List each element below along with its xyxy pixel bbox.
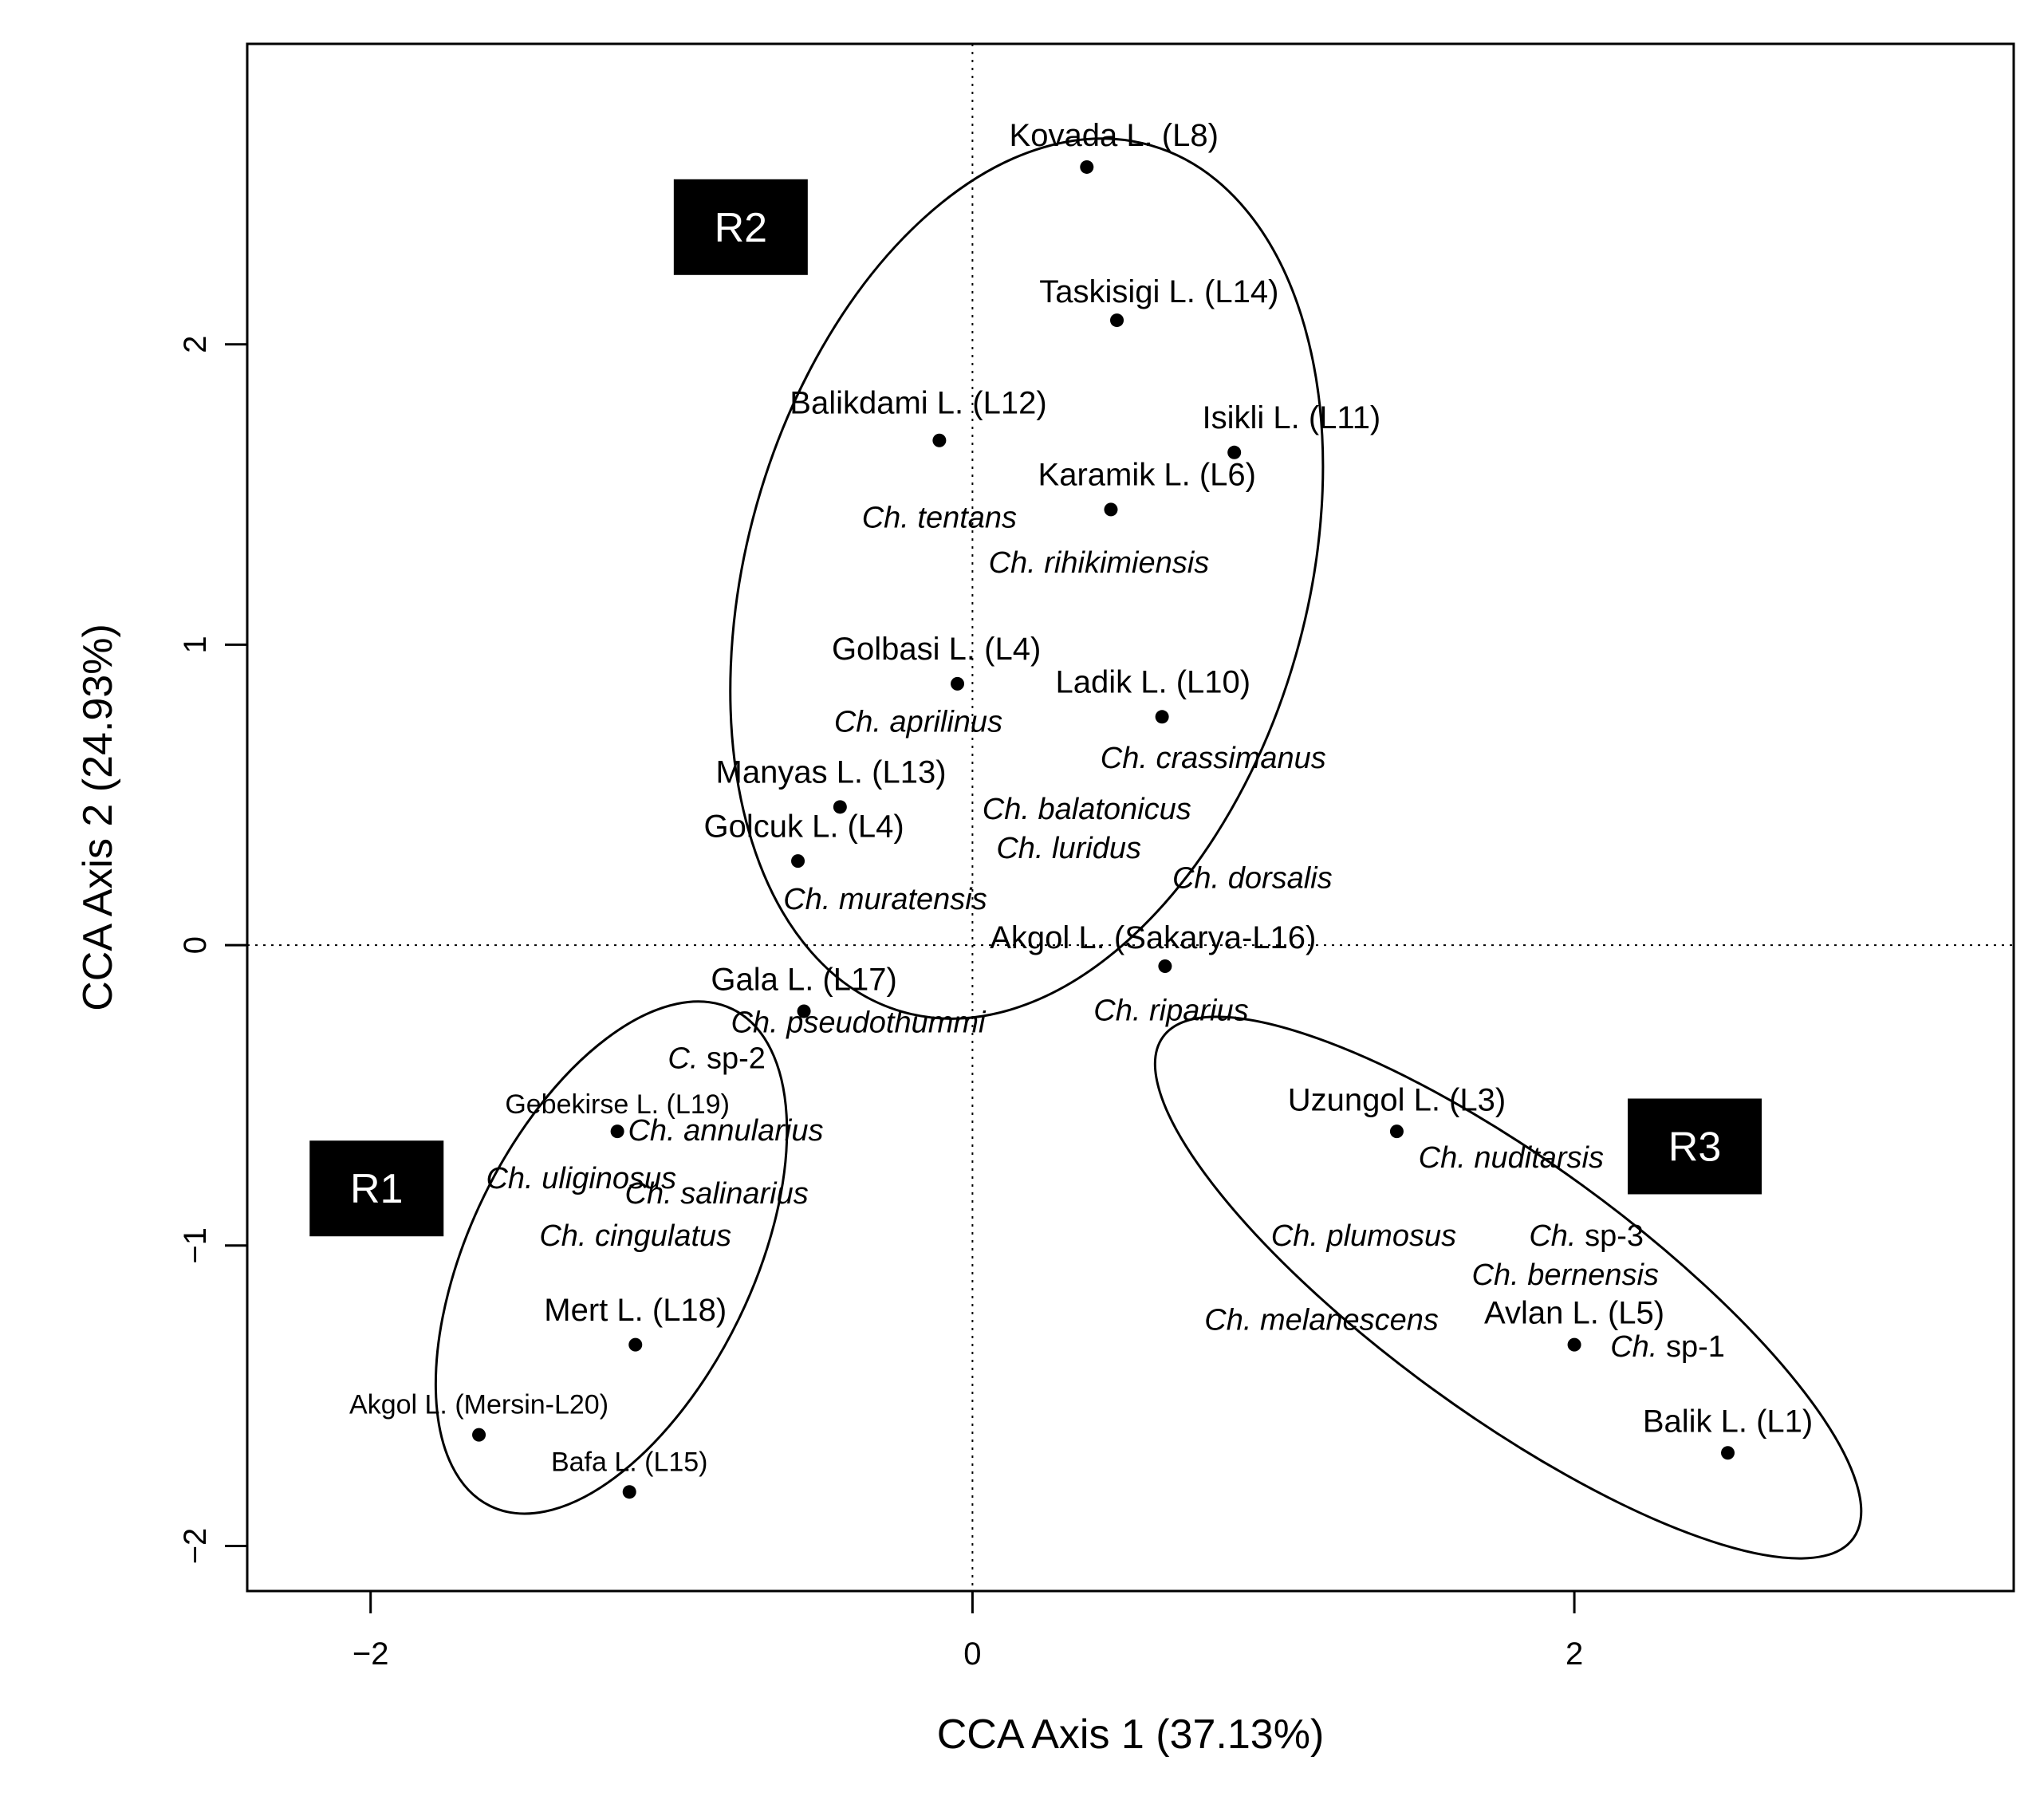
y-tick-label: 0	[178, 936, 213, 954]
species-label: Ch. muratensis	[783, 883, 987, 916]
species-label: Ch. dorsalis	[1172, 862, 1333, 896]
y-axis-title: CCA Axis 2 (24.93%)	[75, 624, 121, 1011]
region-box-r1	[309, 1140, 444, 1237]
site-point	[1389, 1124, 1404, 1139]
site-point	[1080, 160, 1094, 174]
site-label: Bafa L. (L15)	[551, 1447, 708, 1477]
y-tick-label: −1	[178, 1227, 213, 1264]
region-ellipse-r1	[434, 1000, 789, 1515]
region-ellipse-r2	[729, 137, 1325, 1020]
site-point	[797, 1004, 811, 1018]
site-point	[1721, 1446, 1735, 1460]
species-label: Ch. balatonicus	[983, 793, 1191, 826]
site-label: Balikdami L. (L12)	[790, 385, 1046, 420]
region-label: R2	[715, 205, 767, 251]
species-label: Ch. sp-3	[1529, 1219, 1644, 1253]
species-labels: Ch. tentans Ch. rihikimiensis Ch. aprilinu…	[486, 501, 1724, 1364]
site-point	[951, 676, 965, 691]
species-label: Ch. aprilinus	[834, 706, 1002, 739]
site-points	[472, 160, 1735, 1499]
site-label: Avlan L. (L5)	[1484, 1296, 1664, 1331]
site-label: Gala L. (L17)	[711, 963, 896, 998]
species-label: Ch. nuditarsis	[1419, 1141, 1604, 1175]
y-tick-label: 2	[178, 336, 213, 353]
site-point	[1104, 502, 1118, 517]
site-point	[833, 800, 847, 814]
site-label: Akgol L. (Sakarya-L16)	[990, 920, 1316, 955]
y-tick-label: 1	[178, 636, 213, 653]
site-label: Gebekirse L. (L19)	[505, 1089, 730, 1120]
site-point	[1110, 313, 1124, 328]
species-label: Ch. pseudothummi	[731, 1006, 987, 1039]
site-point	[610, 1124, 624, 1139]
x-tick-label: 2	[1565, 1636, 1583, 1672]
region-label: R1	[350, 1166, 403, 1212]
site-point	[1567, 1337, 1581, 1352]
site-labels: Kovada L. (L8) Taskisigi L. (L14) Balikdam…	[349, 118, 1813, 1477]
axes: −2 0 2 −2 −1 0 1 2	[178, 336, 1583, 1672]
site-label: Golcuk L. (L4)	[703, 809, 904, 844]
site-label: Taskisigi L. (L14)	[1039, 274, 1278, 309]
species-label: Ch. luridus	[996, 832, 1141, 865]
region-boxes: R1 R2 R3	[309, 179, 1762, 1237]
species-label: Ch. crassimanus	[1101, 742, 1326, 775]
region-box-r2	[673, 179, 808, 275]
site-point	[1155, 710, 1169, 724]
region-ellipse-r3	[1153, 1015, 1863, 1560]
species-label: Ch. annularius	[628, 1114, 823, 1148]
site-label: Golbasi L. (L4)	[832, 632, 1041, 667]
site-label: Akgol L. (Mersin-L20)	[349, 1390, 608, 1420]
species-label: Ch. melanescens	[1204, 1303, 1439, 1337]
site-point	[1227, 445, 1242, 459]
species-label: Ch. plumosus	[1271, 1219, 1456, 1253]
x-axis-title: CCA Axis 1 (37.13%)	[937, 1711, 1325, 1758]
species-label: Ch. sp-1	[1610, 1330, 1725, 1364]
x-tick-label: −2	[352, 1636, 389, 1672]
site-point	[932, 433, 947, 447]
site-label: Uzungol L. (L3)	[1288, 1082, 1506, 1117]
site-label: Manyas L. (L13)	[716, 755, 947, 790]
site-label: Balik L. (L1)	[1643, 1404, 1813, 1439]
species-label: C. sp-2	[668, 1042, 765, 1076]
site-label: Ladik L. (L10)	[1056, 665, 1251, 700]
site-point	[472, 1428, 486, 1442]
region-label: R3	[1668, 1124, 1721, 1170]
species-label: Ch. rihikimiensis	[989, 546, 1210, 580]
region-ellipses	[434, 137, 1863, 1560]
species-label: Ch. salinarius	[625, 1177, 809, 1211]
site-label: Karamik L. (L6)	[1038, 458, 1256, 493]
species-label: Ch. uliginosus	[486, 1162, 676, 1195]
y-tick-label: −2	[178, 1528, 213, 1565]
site-label: Isikli L. (L11)	[1202, 400, 1380, 435]
x-tick-label: 0	[963, 1636, 981, 1672]
species-label: Ch. riparius	[1093, 994, 1248, 1027]
site-point	[791, 854, 805, 868]
site-label: Kovada L. (L8)	[1010, 118, 1219, 153]
reference-lines	[247, 44, 2014, 1591]
site-point	[1158, 959, 1172, 973]
site-point	[628, 1337, 643, 1352]
plot-frame	[246, 42, 2015, 1593]
site-point	[622, 1485, 636, 1499]
species-label: Ch. tentans	[862, 501, 1017, 534]
site-label: Mert L. (L18)	[544, 1293, 727, 1328]
species-label: Ch. bernensis	[1472, 1258, 1659, 1292]
species-label: Ch. cingulatus	[539, 1219, 731, 1253]
region-box-r3	[1628, 1098, 1762, 1195]
